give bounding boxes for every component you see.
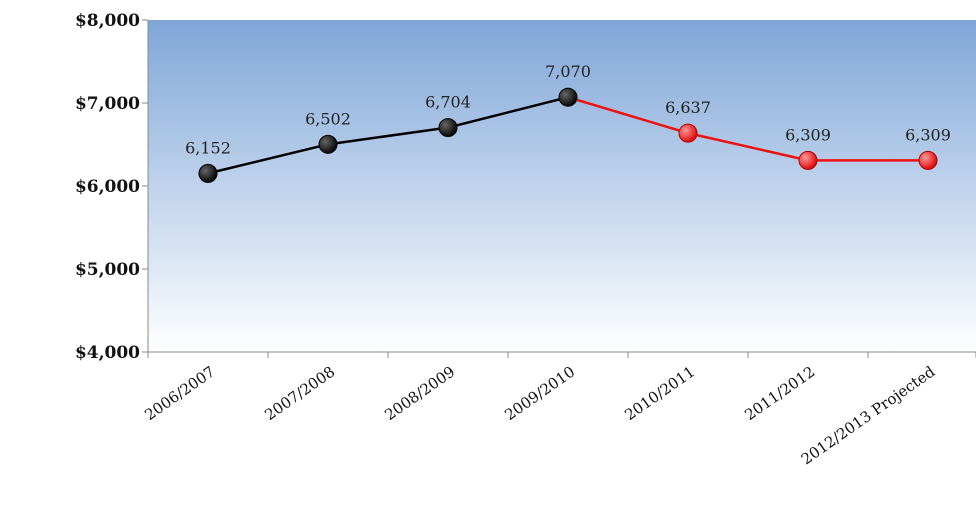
data-label: 6,309 (785, 125, 831, 144)
x-tick-label: 2012/2013 Projected (798, 362, 939, 468)
series-lines (207, 95, 928, 175)
x-tick-label: 2009/2010 (501, 363, 578, 424)
data-point (678, 123, 698, 143)
data-label: 7,070 (545, 62, 591, 81)
y-axis-ticks: $4,000 $5,000 $6,000 $7,000 $8,000 (75, 11, 148, 363)
data-points (198, 87, 938, 183)
data-label: 6,309 (905, 125, 951, 144)
y-tick-label: $6,000 (75, 177, 140, 197)
data-point (438, 118, 458, 138)
series-line (567, 95, 928, 162)
series-line (207, 95, 569, 175)
data-point (918, 150, 938, 170)
x-axis-ticks: 2006/2007 2007/2008 2008/2009 2009/2010 2010… (141, 352, 976, 468)
y-tick-label: $5,000 (75, 260, 140, 280)
data-label: 6,704 (425, 93, 471, 112)
y-tick-label: $7,000 (75, 94, 140, 114)
plot-area (148, 20, 976, 352)
data-label: 6,152 (185, 138, 231, 157)
data-labels: 6,152 6,502 6,704 7,070 6,637 6,309 6,309 (185, 62, 951, 157)
x-tick-label: 2010/2011 (621, 363, 698, 424)
x-tick-label: 2007/2008 (261, 363, 338, 424)
data-point (198, 163, 218, 183)
data-label: 6,502 (305, 109, 351, 128)
data-point (318, 134, 338, 154)
data-label: 6,637 (665, 98, 711, 117)
x-tick-label: 2006/2007 (141, 363, 218, 424)
data-point (798, 150, 818, 170)
y-tick-label: $4,000 (75, 343, 140, 363)
data-point (558, 87, 578, 107)
x-tick-label: 2011/2012 (741, 363, 818, 424)
y-tick-label: $8,000 (75, 11, 140, 31)
x-tick-label: 2008/2009 (381, 363, 458, 424)
